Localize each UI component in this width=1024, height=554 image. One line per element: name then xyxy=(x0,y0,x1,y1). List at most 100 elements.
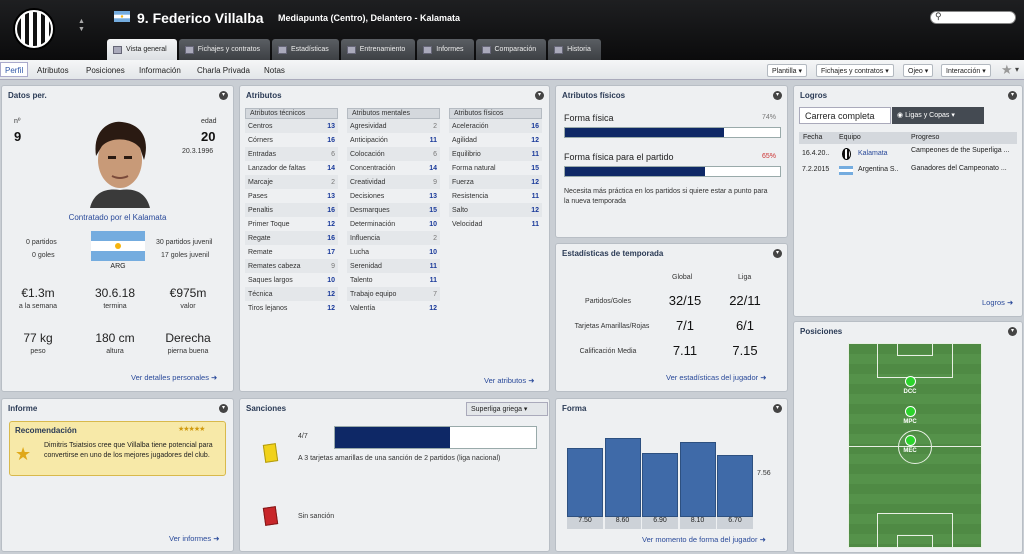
tab-estadisticas[interactable]: Estadísticas xyxy=(271,39,339,60)
panel-menu-icon[interactable]: ▾ xyxy=(773,249,782,258)
attribute-row: Salto 12 xyxy=(449,203,542,217)
chart-bar[interactable] xyxy=(679,442,716,517)
ver-informes-link[interactable]: Ver informes ➜ xyxy=(169,534,220,543)
panel-menu-icon[interactable]: ▾ xyxy=(773,91,782,100)
compare-icon xyxy=(481,45,491,54)
club-crest xyxy=(13,8,55,50)
dob-value: 20.3.1996 xyxy=(182,148,214,155)
tab-informes[interactable]: Informes xyxy=(417,39,474,60)
attribute-label: Concentración xyxy=(350,164,396,172)
ojeo-menu[interactable]: Ojeo ▾ xyxy=(903,64,934,77)
plantilla-menu[interactable]: Plantilla ▾ xyxy=(767,64,807,77)
col-global: Global xyxy=(672,274,693,281)
panel-menu-icon[interactable]: ▾ xyxy=(773,404,782,413)
attribute-value: 2 xyxy=(331,178,335,186)
attribute-row: Agresividad 2 xyxy=(347,119,440,133)
attribute-label: Equilibrio xyxy=(452,150,481,158)
attribute-label: Valentía xyxy=(350,304,376,312)
attribute-value: 16 xyxy=(327,206,335,214)
attribute-value: 10 xyxy=(429,220,437,228)
squad-number: 9 xyxy=(14,129,22,144)
chart-bar[interactable] xyxy=(604,437,641,517)
attribute-label: Lucha xyxy=(350,248,370,256)
attribute-row: Aceleración 16 xyxy=(449,119,542,133)
subnav-notas[interactable]: Notas xyxy=(264,66,285,75)
table-row[interactable]: 7.2.2015 Argentina S.. Ganadores del Cam… xyxy=(802,165,1007,175)
panel-menu-icon[interactable]: ▾ xyxy=(219,91,228,100)
attribute-label: Influencia xyxy=(350,234,380,242)
liga-select[interactable]: Superliga griega ▾ xyxy=(466,402,548,416)
ligas-dropdown[interactable]: ◉ Ligas y Copas ▾ xyxy=(892,107,984,124)
subnav-informacion[interactable]: Información xyxy=(139,66,181,75)
attribute-label: Agilidad xyxy=(452,136,477,144)
player-subtitle: Mediapunta (Centro), Delantero - Kalamat… xyxy=(278,13,461,23)
more-icon[interactable]: ▾ xyxy=(1015,65,1020,74)
contract-note[interactable]: Contratado por el Kalamata xyxy=(68,213,167,222)
tab-comparacion[interactable]: Comparación xyxy=(475,39,547,60)
attribute-row: Primer Toque 12 xyxy=(245,217,338,231)
tab-historia[interactable]: Historia xyxy=(548,39,601,60)
subnav-perfil[interactable]: Perfil xyxy=(0,62,29,77)
detalles-link[interactable]: Ver detalles personales ➜ xyxy=(131,373,218,382)
attribute-label: Remates cabeza xyxy=(248,262,301,270)
attribute-label: Marcaje xyxy=(248,178,273,186)
attribute-value: 12 xyxy=(327,290,335,298)
informe-title: Informe xyxy=(8,404,38,413)
stat-liga: 22/11 xyxy=(729,293,761,308)
table-row[interactable]: 16.4.20.. Kalamata Campeones de the Supe… xyxy=(799,145,1017,163)
subnav-charla[interactable]: Charla Privada xyxy=(197,66,250,75)
tab-vista-general[interactable]: Vista general xyxy=(107,39,177,60)
ver-atributos-link[interactable]: Ver atributos ➜ xyxy=(484,376,535,385)
attribute-label: Decisiones xyxy=(350,192,385,200)
red-note: Sin sanción xyxy=(298,513,335,520)
forma-label: Forma física xyxy=(564,113,614,123)
subnav-atributos[interactable]: Atributos xyxy=(37,66,69,75)
attribute-value: 14 xyxy=(429,164,437,172)
chart-data-label: 8.60 xyxy=(604,517,641,529)
fichajes-menu[interactable]: Fichajes y contratos ▾ xyxy=(816,64,894,77)
carrera-tab[interactable]: Carrera completa xyxy=(799,107,891,124)
attribute-value: 14 xyxy=(327,164,335,172)
star-icon[interactable]: ★ xyxy=(1001,62,1013,77)
position-label: MEC xyxy=(903,448,917,454)
logros-link[interactable]: Logros ➜ xyxy=(982,298,1014,307)
sanciones-title: Sanciones xyxy=(246,404,287,413)
datos-title: Datos per. xyxy=(8,91,47,100)
subnav-posiciones[interactable]: Posiciones xyxy=(86,66,125,75)
player-nav-arrows[interactable]: ▲ ▼ xyxy=(78,18,85,33)
position-label: DCC xyxy=(903,389,917,395)
panel-menu-icon[interactable]: ▾ xyxy=(219,404,228,413)
col-liga: Liga xyxy=(738,274,752,281)
ver-forma-link[interactable]: Ver momento de forma del jugador ➜ xyxy=(642,535,766,544)
overview-icon xyxy=(113,45,122,54)
ver-estadisticas-link[interactable]: Ver estadísticas del jugador ➜ xyxy=(666,373,767,382)
chart-bar[interactable] xyxy=(642,453,678,517)
chart-bar[interactable] xyxy=(717,455,753,517)
stat-liga: 6/1 xyxy=(735,318,755,333)
salary-label: a la semana xyxy=(18,303,58,310)
attribute-value: 15 xyxy=(531,164,539,172)
chart-bar[interactable] xyxy=(567,447,603,517)
attribute-label: Aceleración xyxy=(452,122,489,130)
panel-menu-icon[interactable]: ▾ xyxy=(535,91,544,100)
panel-menu-icon[interactable]: ▾ xyxy=(1008,327,1017,336)
attribute-label: Salto xyxy=(452,206,468,214)
attribute-value: 16 xyxy=(531,122,539,130)
attribute-row: Tiros lejanos 12 xyxy=(245,301,338,315)
search-input[interactable]: ⚲ xyxy=(930,11,1016,24)
attribute-value: 10 xyxy=(327,276,335,284)
attribute-value: 9 xyxy=(433,178,437,186)
interaccion-menu[interactable]: Interacción ▾ xyxy=(941,64,991,77)
attribute-value: 11 xyxy=(429,136,437,144)
logros-table-header: Fecha Equipo Progreso xyxy=(799,132,1017,144)
panel-menu-icon[interactable]: ▾ xyxy=(1008,91,1017,100)
argentina-flag-icon xyxy=(114,11,130,22)
attribute-row: Serenidad 11 xyxy=(347,259,440,273)
red-card-icon xyxy=(262,506,279,526)
tab-fichajes[interactable]: Fichajes y contratos xyxy=(178,39,270,60)
contract-icon xyxy=(184,45,194,54)
juvenil-goles: 17 goles juvenil xyxy=(161,252,210,259)
stat-global: 32/15 xyxy=(668,293,702,308)
tab-entrenamiento[interactable]: Entrenamiento xyxy=(340,39,416,60)
attribute-value: 12 xyxy=(429,304,437,312)
